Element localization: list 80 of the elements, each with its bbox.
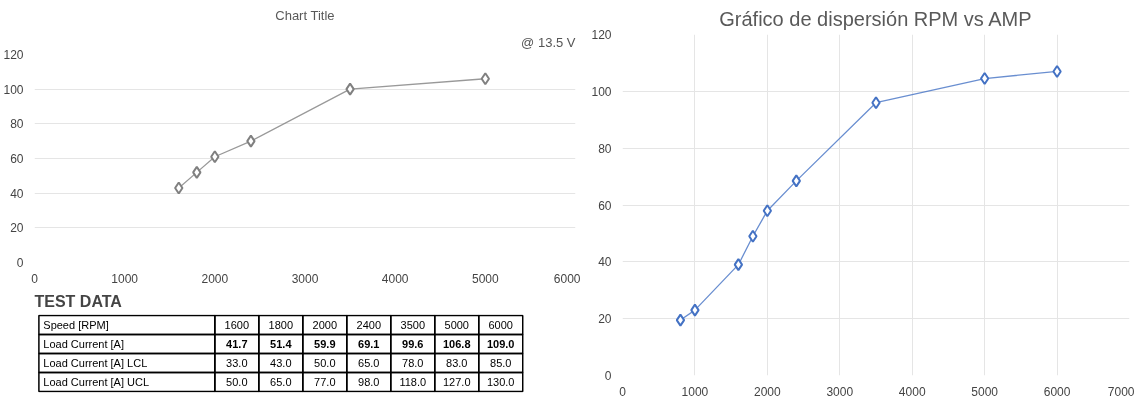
x-tick-label: 5000: [971, 384, 999, 399]
point: [675, 313, 686, 327]
data-label: 78.0: [402, 357, 424, 370]
x-tick-label: 0: [31, 271, 39, 286]
category-label: 1600: [224, 318, 250, 331]
data-label: 59.9: [314, 337, 336, 350]
x-tick-label: 5000: [471, 271, 500, 286]
category-label: 2000: [312, 318, 338, 331]
x-tick-label: 6000: [553, 271, 581, 286]
point: [690, 303, 700, 317]
data-label: 106.8: [442, 337, 471, 350]
data-label: 65.0: [358, 357, 380, 370]
point: [762, 204, 773, 218]
chart-title: Chart Title: [275, 7, 335, 23]
point: [480, 72, 490, 86]
y-tick-label: 60: [10, 152, 24, 166]
x-tick-label: 2000: [754, 384, 782, 399]
point: [174, 181, 184, 195]
data-label: 98.0: [358, 376, 380, 389]
category-label: 6000: [488, 318, 513, 331]
y-tick-label: 80: [10, 117, 24, 132]
y-tick-label: 20: [598, 312, 612, 327]
data-label: 50.0: [226, 376, 248, 389]
x-tick-label: 3000: [291, 271, 319, 286]
data-label: 109.0: [486, 337, 515, 350]
point: [791, 174, 801, 188]
point: [192, 165, 202, 179]
data-label: 99.6: [402, 337, 424, 350]
y-tick-label: 60: [598, 198, 612, 213]
text: Load Current [A] LCL: [43, 357, 148, 370]
y-tick-label: 40: [598, 255, 612, 270]
category-label: 1800: [268, 318, 294, 331]
data-label: 118.0: [399, 376, 427, 389]
text: Speed [RPM]: [43, 318, 109, 331]
point: [246, 134, 256, 148]
x-tick-label: 1000: [681, 384, 709, 399]
x-tick-label: 4000: [898, 384, 926, 399]
y-tick-label: 40: [10, 186, 24, 201]
y-tick-label: 80: [598, 141, 612, 156]
data-label: 127.0: [442, 376, 471, 389]
x-tick-label: 2000: [201, 271, 229, 286]
data-label: 77.0: [314, 376, 336, 389]
point: [748, 229, 758, 243]
chart-title: Gráfico de dispersión RPM vs AMP: [719, 7, 1032, 30]
y-tick-label: 100: [3, 82, 24, 97]
category-label: 5000: [444, 318, 469, 331]
y-tick-label: 20: [10, 221, 24, 236]
data-label: 43.0: [270, 357, 292, 370]
data-label: 33.0: [226, 357, 248, 370]
x-tick-label: 4000: [381, 271, 409, 286]
x-tick-label: 3000: [826, 384, 854, 399]
data-label: 83.0: [446, 357, 468, 370]
x-tick-label: 6000: [1043, 384, 1071, 399]
y-tick-label: 120: [591, 28, 612, 42]
y-tick-label: 120: [3, 48, 24, 62]
point: [1052, 64, 1062, 78]
data-label: 69.1: [358, 337, 380, 350]
x-tick-label: 7000: [1107, 384, 1135, 399]
y-tick-label: 0: [604, 369, 612, 383]
text: Load Current [A]: [43, 337, 125, 350]
point: [733, 258, 744, 272]
y-tick-label: 100: [591, 84, 612, 99]
text: TEST DATA: [34, 292, 123, 310]
y-tick-label: 0: [16, 256, 24, 270]
data-label: 51.4: [270, 337, 293, 350]
data-label: 85.0: [490, 357, 512, 370]
x-tick-label: 1000: [111, 271, 139, 286]
point: [210, 150, 220, 164]
data-label: 65.0: [270, 376, 292, 389]
point: [871, 96, 881, 110]
point: [979, 72, 990, 86]
data-label: 50.0: [314, 357, 336, 370]
category-label: 3500: [400, 318, 426, 331]
x-tick-label: 0: [619, 384, 627, 399]
data-label: 130.0: [486, 376, 515, 389]
point: [345, 82, 355, 96]
text: Load Current [A] UCL: [43, 376, 150, 389]
category-label: 2400: [356, 318, 382, 331]
data-label: 41.7: [226, 337, 248, 350]
text: @ 13.5 V: [521, 34, 576, 50]
